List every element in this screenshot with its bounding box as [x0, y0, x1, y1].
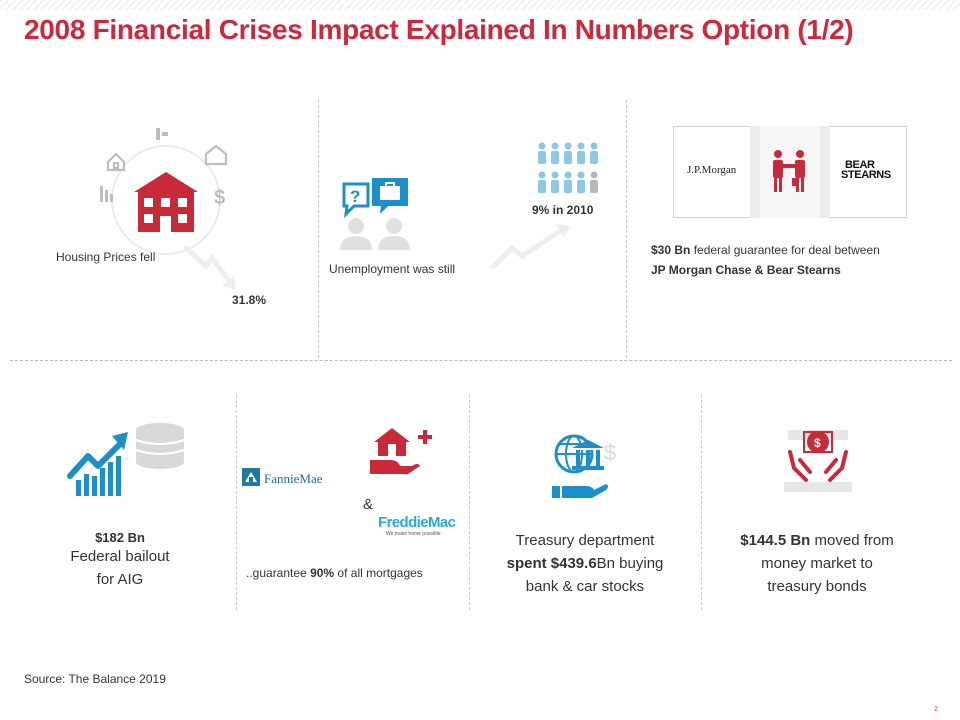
source-note: Source: The Balance 2019 — [24, 672, 166, 686]
ampersand: & — [363, 496, 374, 513]
divider-horizontal — [10, 360, 952, 361]
freddie-mac-logo: FreddieMac We make home possible — [378, 514, 460, 537]
svg-text:?: ? — [350, 187, 360, 206]
aig-amount: $182 Bn — [95, 530, 145, 545]
mortgages-prefix: ..guarantee — [246, 566, 311, 580]
money-market-text: $144.5 Bn moved from money market to tre… — [712, 529, 922, 598]
divider-top-2 — [626, 100, 627, 358]
divider-bottom-3 — [701, 395, 702, 610]
jpmorgan-amount: $30 Bn — [651, 243, 691, 257]
jpmorgan-line1: $30 Bn federal guarantee for deal betwee… — [651, 240, 880, 260]
housing-label: Housing Prices fell — [56, 250, 156, 264]
globe-bank-icon: $ — [552, 434, 616, 498]
divider-top-1 — [318, 100, 319, 358]
treasury-line2-rest: Bn buying — [596, 555, 664, 572]
fannie-mae-text: FannieMae — [264, 471, 323, 486]
fannie-mae-logo: FannieMae — [242, 468, 323, 486]
growth-chart-icon — [67, 423, 185, 496]
top-stripe — [0, 0, 960, 10]
aig-text: $182 Bn Federal bailout for AIG — [40, 530, 200, 591]
merger-logos: J.P.Morgan BEAR STEARNS — [673, 126, 907, 218]
divider-bottom-1 — [236, 395, 237, 610]
divider-bottom-2 — [469, 395, 470, 610]
unemployment-icon: ? — [340, 142, 598, 268]
bear-logo-line2: STEARNS — [841, 169, 891, 181]
treasury-line1: Treasury department — [515, 532, 655, 549]
treasury-line3: bank & car stocks — [525, 578, 645, 595]
unemployment-value: 9% in 2010 — [532, 203, 594, 217]
jpmorgan-text1: federal guarantee for deal between — [690, 243, 880, 257]
freddie-mac-text: FreddieMac — [378, 514, 456, 531]
mortgages-suffix: of all mortgages — [334, 566, 423, 580]
svg-text:$: $ — [214, 187, 225, 209]
aig-line1: Federal bailout — [70, 548, 170, 565]
housing-icon: $ — [100, 128, 236, 290]
money-amount: $144.5 Bn — [740, 532, 811, 549]
housing-value: 31.8% — [232, 293, 267, 307]
aig-line2: for AIG — [96, 571, 144, 588]
treasury-text: Treasury department spent $439.6Bn buyin… — [480, 529, 690, 598]
money-line1-rest: moved from — [810, 532, 894, 549]
bear-stearns-logo: BEAR STEARNS — [841, 159, 891, 181]
svg-text:$: $ — [604, 440, 616, 465]
money-line3: treasury bonds — [767, 578, 867, 595]
mortgages-pct: 90% — [310, 566, 335, 580]
mortgages-text: ..guarantee 90% of all mortgages — [246, 566, 423, 580]
treasury-spent: spent $439.6 — [506, 555, 597, 572]
house-in-hand-icon — [370, 428, 432, 474]
freddie-mac-tagline: We make home possible — [386, 531, 441, 537]
jpmorgan-line2: JP Morgan Chase & Bear Stearns — [651, 263, 841, 277]
page-number: 2 — [934, 706, 938, 713]
unemployment-label: Unemployment was still — [329, 262, 456, 276]
handshake-inner — [760, 126, 820, 218]
page-title: 2008 Financial Crises Impact Explained I… — [24, 14, 854, 45]
handshake-icon — [773, 150, 805, 192]
jpmorgan-logo: J.P.Morgan — [687, 164, 737, 176]
svg-text:$: $ — [814, 436, 821, 450]
money-line1: $144.5 Bn moved from — [712, 529, 922, 552]
money-line2: money market to — [761, 555, 873, 572]
jpmorgan-text: $30 Bn federal guarantee for deal betwee… — [651, 240, 880, 280]
money-hands-icon: $ — [784, 430, 852, 492]
bear-logo-line1: BEAR — [845, 159, 875, 171]
treasury-line2: spent $439.6Bn buying — [480, 552, 690, 575]
